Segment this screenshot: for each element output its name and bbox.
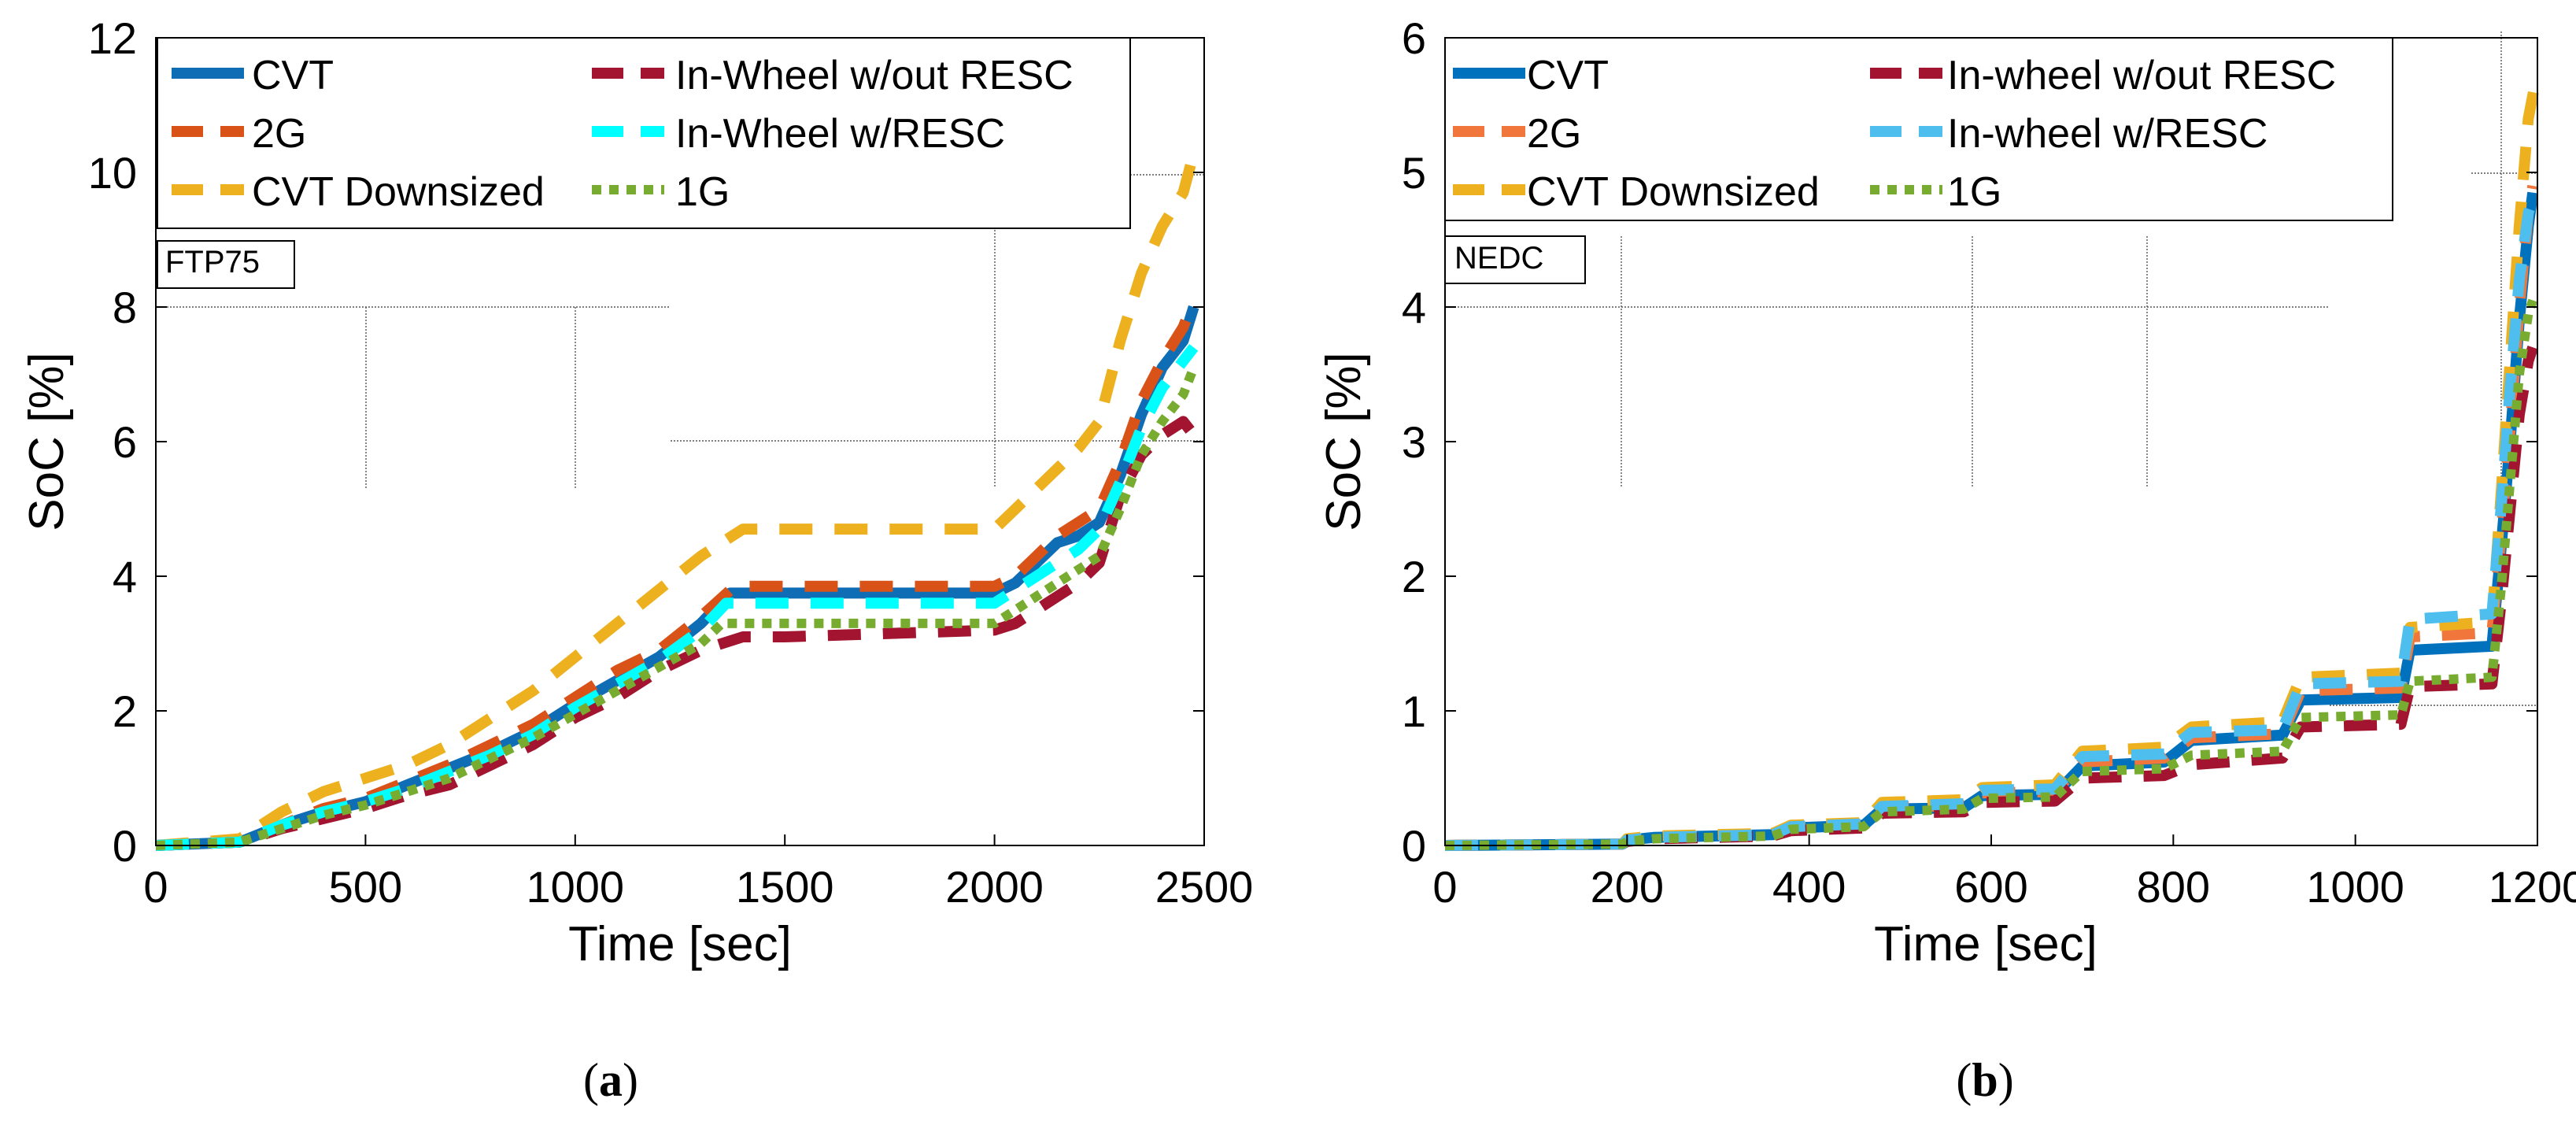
legend-label: In-Wheel w/out RESC bbox=[675, 53, 1074, 98]
y-tick-label: 12 bbox=[88, 13, 137, 63]
caption-close-paren: ) bbox=[1998, 1054, 2014, 1106]
caption-letter: a bbox=[599, 1054, 623, 1106]
legend-label: 2G bbox=[1527, 111, 1581, 157]
x-tick-label: 600 bbox=[1954, 862, 2027, 912]
y-tick-label: 0 bbox=[113, 821, 137, 871]
x-tick-label: 1000 bbox=[2306, 862, 2404, 912]
series-group bbox=[1444, 70, 2543, 851]
cycle-label-box bbox=[157, 240, 295, 289]
legend-label: CVT bbox=[1527, 53, 1609, 98]
series-line-cvt-downsized bbox=[155, 144, 1202, 851]
x-tick-label: 800 bbox=[2137, 862, 2210, 912]
y-tick-label: 6 bbox=[1402, 13, 1426, 63]
x-axis-label: Time [sec] bbox=[1874, 917, 2097, 971]
y-tick-label: 0 bbox=[1402, 821, 1426, 871]
caption-letter: b bbox=[1972, 1054, 1998, 1106]
y-tick-label: 4 bbox=[113, 552, 137, 601]
x-tick-label: 2000 bbox=[945, 862, 1044, 912]
legend-label: In-wheel w/RESC bbox=[1947, 111, 2267, 157]
series-line-1g bbox=[1444, 298, 2537, 850]
y-axis-label: SoC [%] bbox=[20, 352, 74, 531]
x-tick-label: 0 bbox=[143, 862, 168, 912]
x-tick-label: 500 bbox=[329, 862, 402, 912]
x-tick-label: 2500 bbox=[1155, 862, 1254, 912]
y-tick-label: 8 bbox=[113, 283, 137, 332]
x-axis-label: Time [sec] bbox=[568, 917, 792, 971]
x-tick-label: 200 bbox=[1591, 862, 1664, 912]
legend-label: In-wheel w/out RESC bbox=[1947, 53, 2336, 98]
panel-b-nedc: 0 200 400 600 800 1000 1200 0 1 2 3 4 5 6 Time [sec] So… bbox=[1317, 13, 2576, 1106]
y-tick-label: 5 bbox=[1402, 148, 1426, 198]
legend: CVT 2G CVT Downsized In-Wheel w/out RESC In-… bbox=[157, 37, 1131, 229]
legend-label: In-Wheel w/RESC bbox=[675, 111, 1005, 157]
caption-open-paren: ( bbox=[1956, 1054, 1972, 1106]
y-axis-label: SoC [%] bbox=[1317, 352, 1371, 531]
x-tick-label: 1500 bbox=[736, 862, 834, 912]
series-line-2g bbox=[1444, 184, 2539, 851]
series-line-1g bbox=[155, 365, 1199, 850]
panel-a-ftp75: 0 500 1000 1500 2000 2500 0 2 4 6 8 10 12 Time [sec] S… bbox=[20, 13, 1253, 1106]
x-tick-label: 1000 bbox=[527, 862, 625, 912]
y-tick-label: 10 bbox=[88, 148, 137, 198]
y-tick-label: 2 bbox=[1402, 552, 1426, 601]
series-line-in-wheel-w-resc bbox=[1444, 197, 2538, 851]
y-tick-label: 6 bbox=[113, 417, 137, 467]
legend-label: 1G bbox=[1947, 169, 2001, 215]
legend-label: 1G bbox=[675, 169, 730, 215]
legend-label: 2G bbox=[252, 111, 306, 157]
series-line-in-wheel-w-out-resc bbox=[155, 416, 1199, 851]
panel-caption: (a) bbox=[583, 1054, 638, 1106]
x-tick-label: 0 bbox=[1432, 862, 1457, 912]
caption-open-paren: ( bbox=[583, 1054, 599, 1106]
y-tick-label: 4 bbox=[1402, 283, 1426, 332]
cycle-label-box bbox=[1444, 235, 1586, 284]
y-tick-label: 2 bbox=[113, 686, 137, 736]
series-line-in-wheel-w-resc bbox=[155, 344, 1199, 851]
legend: CVT 2G CVT Downsized In-wheel w/out RESC In-… bbox=[1444, 37, 2393, 221]
legend-label: CVT bbox=[252, 53, 334, 98]
legend-label: CVT Downsized bbox=[252, 169, 545, 215]
cycle-label: NEDC bbox=[1454, 241, 1543, 276]
y-tick-label: 3 bbox=[1402, 417, 1426, 467]
series-group bbox=[155, 144, 1202, 851]
caption-close-paren: ) bbox=[623, 1054, 638, 1106]
y-tick-label: 1 bbox=[1402, 686, 1426, 736]
x-tick-label: 1200 bbox=[2489, 862, 2576, 912]
legend-label: CVT Downsized bbox=[1527, 169, 1820, 215]
cycle-label: FTP75 bbox=[165, 245, 260, 279]
x-tick-label: 400 bbox=[1772, 862, 1846, 912]
panel-caption: (b) bbox=[1956, 1054, 2013, 1106]
guide-lines bbox=[1445, 31, 2537, 706]
